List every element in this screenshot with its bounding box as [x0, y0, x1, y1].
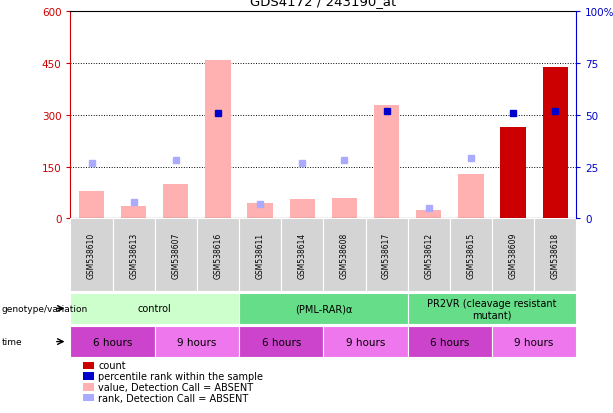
- Text: 6 hours: 6 hours: [430, 337, 470, 347]
- Bar: [458, 174, 484, 219]
- Bar: [154, 219, 197, 291]
- Bar: [408, 326, 492, 357]
- Bar: [543, 67, 568, 219]
- Bar: [113, 219, 154, 291]
- Text: GSM538609: GSM538609: [509, 232, 517, 278]
- Bar: [70, 326, 154, 357]
- Bar: [163, 185, 189, 219]
- Bar: [197, 219, 239, 291]
- Bar: [205, 61, 230, 219]
- Text: 6 hours: 6 hours: [262, 337, 301, 347]
- Text: GSM538612: GSM538612: [424, 232, 433, 278]
- Bar: [408, 293, 576, 324]
- Text: count: count: [98, 361, 126, 370]
- Bar: [492, 326, 576, 357]
- Bar: [154, 326, 239, 357]
- Text: genotype/variation: genotype/variation: [1, 304, 88, 313]
- Text: GSM538613: GSM538613: [129, 232, 138, 278]
- Bar: [324, 326, 408, 357]
- Text: GSM538615: GSM538615: [466, 232, 475, 278]
- Bar: [324, 219, 365, 291]
- Bar: [289, 200, 315, 219]
- Bar: [416, 210, 441, 219]
- Text: GSM538610: GSM538610: [87, 232, 96, 278]
- Bar: [374, 105, 399, 219]
- Bar: [281, 219, 324, 291]
- Title: GDS4172 / 243190_at: GDS4172 / 243190_at: [250, 0, 397, 8]
- Text: 9 hours: 9 hours: [346, 337, 385, 347]
- Bar: [492, 219, 534, 291]
- Bar: [79, 191, 104, 219]
- Text: GSM538616: GSM538616: [213, 232, 223, 278]
- Text: percentile rank within the sample: percentile rank within the sample: [98, 371, 263, 381]
- Bar: [70, 219, 113, 291]
- Text: GSM538607: GSM538607: [172, 232, 180, 278]
- Text: rank, Detection Call = ABSENT: rank, Detection Call = ABSENT: [98, 393, 248, 403]
- Bar: [239, 326, 323, 357]
- Text: PR2VR (cleavage resistant
mutant): PR2VR (cleavage resistant mutant): [427, 298, 557, 320]
- Bar: [408, 219, 450, 291]
- Bar: [239, 219, 281, 291]
- Bar: [70, 293, 239, 324]
- Bar: [534, 219, 576, 291]
- Bar: [500, 128, 525, 219]
- Bar: [332, 198, 357, 219]
- Bar: [121, 207, 147, 219]
- Text: time: time: [1, 337, 22, 346]
- Text: value, Detection Call = ABSENT: value, Detection Call = ABSENT: [98, 382, 253, 392]
- Bar: [450, 219, 492, 291]
- Text: GSM538611: GSM538611: [256, 232, 265, 278]
- Text: GSM538618: GSM538618: [550, 232, 560, 278]
- Text: 6 hours: 6 hours: [93, 337, 132, 347]
- Bar: [239, 293, 408, 324]
- Text: 9 hours: 9 hours: [514, 337, 554, 347]
- Text: GSM538614: GSM538614: [298, 232, 306, 278]
- Text: 9 hours: 9 hours: [177, 337, 216, 347]
- Text: control: control: [138, 304, 172, 314]
- Bar: [365, 219, 408, 291]
- Text: (PML-RAR)α: (PML-RAR)α: [295, 304, 352, 314]
- Bar: [248, 204, 273, 219]
- Text: GSM538608: GSM538608: [340, 232, 349, 278]
- Text: GSM538617: GSM538617: [382, 232, 391, 278]
